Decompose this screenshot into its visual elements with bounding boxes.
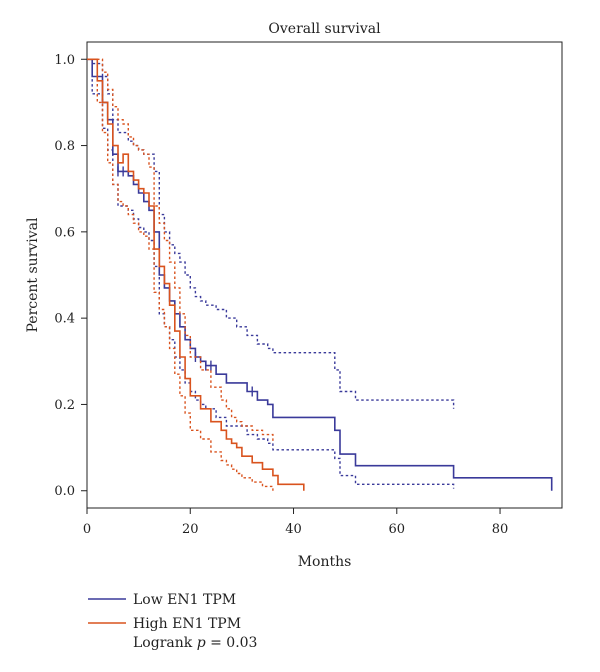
axis-ticks	[81, 58, 501, 514]
x-tick-label: 20	[182, 522, 199, 537]
chart-title: Overall survival	[268, 21, 381, 37]
series-high	[87, 58, 305, 491]
x-tick-label: 40	[285, 522, 302, 537]
series-low-ci-upper	[87, 58, 455, 409]
logrank-prefix: Logrank	[133, 635, 197, 651]
x-axis-title: Months	[298, 554, 352, 570]
plot-frame	[86, 41, 563, 509]
legend-label-low: Low EN1 TPM	[133, 592, 236, 608]
tick-labels: 0 20 40 60 80 0.0 0.2 0.4 0.6 0.8 1.0	[54, 53, 508, 537]
x-tick-label: 0	[83, 522, 91, 537]
series-low-ci-lower	[87, 58, 455, 489]
logrank-p: p	[197, 635, 206, 651]
y-tick-label: 0.4	[54, 312, 75, 327]
series-low-line	[87, 58, 553, 491]
logrank-suffix: = 0.03	[206, 635, 258, 651]
series-high-ci-lower	[87, 58, 274, 491]
series-low	[87, 58, 553, 491]
y-tick-label: 0.2	[54, 398, 75, 413]
series-high-line	[87, 58, 305, 491]
series-layer	[87, 58, 553, 491]
x-tick-label: 60	[389, 522, 406, 537]
y-axis-title: Percent survival	[25, 217, 41, 333]
logrank-annotation: Logrank p = 0.03	[133, 635, 257, 651]
legend: Low EN1 TPM High EN1 TPM Logrank p = 0.0…	[88, 592, 257, 651]
x-tick-label: 80	[492, 522, 509, 537]
y-tick-label: 0.8	[54, 139, 75, 154]
legend-label-high: High EN1 TPM	[133, 616, 241, 632]
y-tick-label: 0.6	[54, 225, 75, 240]
y-tick-label: 1.0	[54, 53, 75, 68]
y-tick-label: 0.0	[54, 484, 75, 499]
series-high-ci-upper	[87, 58, 274, 444]
